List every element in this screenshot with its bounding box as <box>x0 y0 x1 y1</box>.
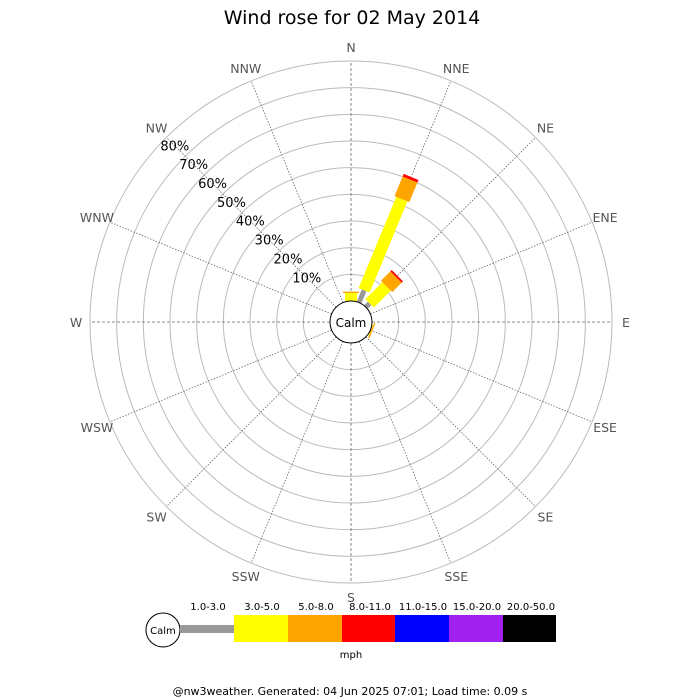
percent-label-20: 20% <box>274 252 303 267</box>
direction-label-sse: SSE <box>444 569 468 584</box>
direction-label-se: SE <box>538 509 554 524</box>
spoke-wsw <box>109 329 332 423</box>
legend-swatch-3 <box>288 615 342 642</box>
direction-label-nne: NNE <box>443 61 470 76</box>
spoke-ene <box>370 221 593 315</box>
grid-ring-8 <box>116 87 586 557</box>
direction-label-e: E <box>622 315 630 330</box>
direction-label-wsw: WSW <box>81 420 114 435</box>
bar-nne-bin-2 <box>358 196 408 293</box>
direction-label-wnw: WNW <box>80 210 114 225</box>
calm-center: Calm <box>329 300 373 344</box>
legend-unit: mph <box>340 650 362 661</box>
spoke-sw <box>166 336 337 507</box>
percent-label-60: 60% <box>198 177 227 192</box>
calm-label: Calm <box>336 316 367 330</box>
direction-label-s: S <box>347 590 355 605</box>
bar-nne-bin-1 <box>356 289 367 304</box>
spoke-nnw <box>250 80 344 303</box>
bar-ne-bin-2 <box>365 282 391 308</box>
direction-label-n: N <box>346 40 355 55</box>
direction-label-ne: NE <box>537 121 554 136</box>
percent-label-10: 10% <box>292 271 321 286</box>
legend-calm-label: Calm <box>150 626 176 637</box>
percent-labels: 10% 20% 30% 40% 50% 60% 70% 80% <box>160 139 321 286</box>
direction-label-w: W <box>70 315 82 330</box>
bar-ne-bin-1 <box>364 301 372 309</box>
percent-label-40: 40% <box>236 215 265 230</box>
spoke-se <box>365 336 536 507</box>
legend-swatch-1 <box>180 625 234 633</box>
bar-nne-bin-4 <box>402 173 419 183</box>
legend-swatch-6 <box>449 615 503 642</box>
chart-title: Wind rose for 02 May 2014 <box>224 7 481 29</box>
direction-label-ese: ESE <box>593 420 617 435</box>
percent-label-50: 50% <box>217 196 246 211</box>
legend-label-2: 3.0-5.0 <box>244 602 279 613</box>
spoke-sse <box>358 341 452 564</box>
spoke-nw <box>166 137 337 308</box>
spoke-ese <box>370 329 593 423</box>
direction-label-sw: SW <box>146 509 166 524</box>
legend-label-3: 5.0-8.0 <box>298 602 333 613</box>
spoke-ssw <box>250 341 344 564</box>
bar-ese-bin-3 <box>368 322 376 339</box>
legend-label-7: 20.0-50.0 <box>507 602 555 613</box>
grid-ring-5 <box>196 167 506 477</box>
speed-legend: Calm mph 1.0-3.0 3.0-5.0 5.0-8.0 8.0-11.0 11… <box>145 602 556 661</box>
footer-text: @nw3weather. Generated: 04 Jun 2025 07:0… <box>173 685 528 698</box>
direction-labels: N NNE NE ENE E ESE SE SSE S SSW SW WSW W WNW NW NNW <box>70 40 630 605</box>
spoke-wnw <box>109 221 332 315</box>
direction-label-ssw: SSW <box>232 569 260 584</box>
legend-swatch-5 <box>395 615 449 642</box>
bar-ne-bin-3 <box>380 271 402 293</box>
legend-label-1: 1.0-3.0 <box>190 602 225 613</box>
direction-label-ene: ENE <box>592 210 617 225</box>
legend-label-6: 15.0-20.0 <box>453 602 501 613</box>
legend-swatch-2 <box>234 615 288 642</box>
direction-label-nnw: NNW <box>230 61 261 76</box>
bar-nne-bin-3 <box>394 176 418 203</box>
grid-ring-9 <box>89 60 613 584</box>
direction-label-nw: NW <box>146 121 168 136</box>
legend-label-4: 8.0-11.0 <box>349 602 391 613</box>
legend-swatch-7 <box>503 615 556 642</box>
legend-swatch-4 <box>342 615 395 642</box>
wind-bars <box>343 173 419 339</box>
bar-ne-bin-4 <box>390 270 403 283</box>
grid-ring-2 <box>276 247 426 397</box>
percent-label-80: 80% <box>160 139 189 154</box>
percent-label-30: 30% <box>255 234 284 249</box>
percent-label-70: 70% <box>179 158 208 173</box>
legend-label-5: 11.0-15.0 <box>399 602 447 613</box>
